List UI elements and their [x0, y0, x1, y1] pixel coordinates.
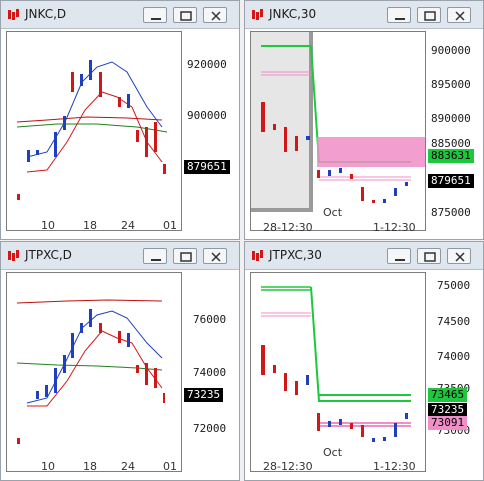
minimize-button[interactable] [143, 248, 167, 264]
bollinger-upper-line [26, 61, 163, 158]
window-title: JTPXC,D [25, 248, 72, 262]
chart-app-icon [252, 9, 263, 20]
chart-app-icon [8, 9, 19, 20]
chart-window-jnkc-daily[interactable]: JNKC,D 920000 900000 8796 [0, 0, 240, 240]
moving-average-line [16, 299, 163, 304]
window-titlebar[interactable]: JTPXC,D [1, 242, 239, 270]
x-axis-label: Oct [323, 446, 343, 459]
support-line-green [261, 286, 311, 291]
bollinger-upper-line [26, 310, 163, 404]
x-axis-label: 1-12:30 [373, 221, 416, 234]
maximize-button[interactable] [173, 248, 197, 264]
level-price-badge: 73465 [428, 388, 468, 402]
y-axis-label: 875000 [431, 206, 471, 219]
y-axis-label: 74000 [193, 366, 227, 379]
close-button[interactable] [447, 248, 471, 264]
candlesticks [261, 345, 408, 442]
x-axis-label: 01 [163, 460, 177, 473]
moving-average-line [16, 123, 168, 133]
candlesticks [17, 60, 166, 200]
last-price-badge: 73235 [428, 403, 468, 417]
price-chart[interactable] [250, 31, 426, 231]
y-axis-label: 74500 [437, 315, 471, 328]
maximize-button[interactable] [417, 248, 441, 264]
last-price-badge: 73235 [184, 388, 224, 402]
bollinger-lower-line [26, 91, 163, 173]
x-axis-label: 10 [41, 460, 55, 473]
minimize-button[interactable] [387, 248, 411, 264]
level-price-badge: 73091 [428, 416, 468, 430]
y-axis-label: 900000 [187, 109, 227, 122]
y-axis-label: 76000 [193, 313, 227, 326]
selection-shadow [251, 208, 311, 212]
y-axis-label: 74000 [437, 350, 471, 363]
close-button[interactable] [203, 248, 227, 264]
y-axis-label: 75000 [437, 279, 471, 292]
x-axis-label: 01 [163, 219, 177, 232]
window-titlebar[interactable]: JNKC,D [1, 1, 239, 29]
selection-shadow [309, 32, 313, 212]
x-axis-label: 28-12:30 [263, 221, 313, 234]
window-title: JNKC,30 [269, 7, 317, 21]
maximize-button[interactable] [173, 7, 197, 23]
price-chart[interactable] [250, 272, 426, 472]
window-titlebar[interactable]: JTPXC,30 [245, 242, 483, 270]
x-axis-label: 18 [83, 460, 97, 473]
moving-average-line [16, 362, 163, 371]
x-axis-label: Oct [323, 206, 343, 219]
last-price-badge: 879651 [184, 160, 230, 174]
x-axis-label: 18 [83, 219, 97, 232]
y-axis-label: 920000 [187, 58, 227, 71]
window-title: JTPXC,30 [269, 248, 322, 262]
x-axis-label: 1-12:30 [373, 460, 416, 473]
y-axis-label: 895000 [431, 78, 471, 91]
close-button[interactable] [447, 7, 471, 23]
close-button[interactable] [203, 7, 227, 23]
resistance-zone [317, 137, 425, 167]
y-axis-label: 885000 [431, 137, 471, 150]
level-price-badge: 883631 [428, 149, 474, 163]
chart-app-icon [8, 250, 19, 261]
chart-window-jtpxc-daily[interactable]: JTPXC,D 76000 74000 72000 73235 [0, 241, 240, 481]
price-chart[interactable] [6, 31, 182, 231]
y-axis-label: 72000 [193, 422, 227, 435]
x-axis-label: 10 [41, 219, 55, 232]
y-axis-label: 890000 [431, 112, 471, 125]
level-step-line [310, 286, 411, 402]
support-line-pink [261, 71, 311, 76]
selection-shadow [251, 32, 311, 212]
candlesticks [261, 102, 408, 203]
minimize-button[interactable] [143, 7, 167, 23]
window-title: JNKC,D [25, 7, 67, 21]
support-line-pink [261, 312, 311, 317]
pink-levels [319, 176, 411, 181]
last-price-badge: 879651 [428, 174, 474, 188]
x-axis-label: 28-12:30 [263, 460, 313, 473]
chart-window-jtpxc-30min[interactable]: JTPXC,30 75000 74500 74000 73500 [244, 241, 484, 481]
moving-average-line [16, 116, 163, 123]
candlesticks [17, 309, 165, 444]
pink-levels [319, 422, 411, 427]
maximize-button[interactable] [417, 7, 441, 23]
chart-app-icon [252, 250, 263, 261]
x-axis-label: 24 [121, 219, 135, 232]
y-axis-label: 900000 [431, 44, 471, 57]
price-chart[interactable] [6, 272, 182, 472]
window-titlebar[interactable]: JNKC,30 [245, 1, 483, 29]
minimize-button[interactable] [387, 7, 411, 23]
x-axis-label: 24 [121, 460, 135, 473]
chart-window-jnkc-30min[interactable]: JNKC,30 900000 895000 [244, 0, 484, 240]
